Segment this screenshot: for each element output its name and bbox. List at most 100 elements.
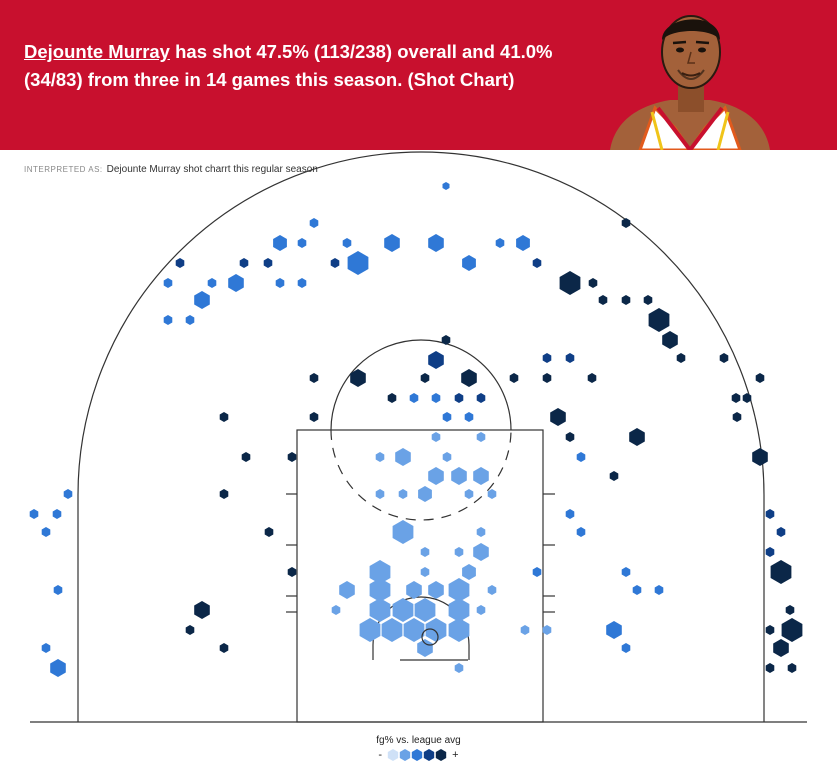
interpreted-label: INTERPRETED AS: [24, 165, 103, 174]
shot-hex [420, 567, 430, 577]
shot-hex [487, 585, 497, 595]
free-throw-circle-bottom [330, 429, 512, 521]
shot-hex [462, 564, 476, 580]
shot-hex [264, 527, 274, 537]
shot-hex [297, 278, 307, 288]
shot-hex [542, 625, 552, 635]
shot-hex [732, 412, 742, 422]
shot-hex [273, 235, 287, 251]
shot-hex [52, 509, 62, 519]
shot-hex [369, 598, 391, 622]
shot-hex [532, 567, 542, 577]
legend-hex [411, 749, 423, 761]
shot-hex [621, 295, 631, 305]
shot-hex [442, 182, 450, 190]
shot-hex [598, 295, 608, 305]
shot-hex [342, 238, 352, 248]
shot-hex [476, 605, 486, 615]
shot-hex [392, 598, 414, 622]
shot-hex [163, 278, 173, 288]
legend-hex-scale [387, 749, 447, 761]
shot-hex [403, 618, 425, 642]
shot-hex [425, 618, 447, 642]
player-avatar [610, 15, 770, 150]
shot-hex [287, 452, 297, 462]
shot-hex [532, 258, 542, 268]
shot-hex [359, 618, 381, 642]
shot-hex [454, 663, 464, 673]
shot-hex [428, 234, 444, 252]
free-throw-circle-top [330, 339, 512, 431]
shot-hex [420, 547, 430, 557]
shot-hex [339, 581, 355, 599]
shot-hex [398, 489, 408, 499]
shot-hex [752, 448, 768, 466]
shot-hex [194, 291, 210, 309]
shot-hex [331, 605, 341, 615]
shot-hex [662, 331, 678, 349]
shot-hex [785, 605, 795, 615]
shot-hex [239, 258, 249, 268]
shot-hex [770, 560, 792, 584]
shot-hex [431, 393, 441, 403]
shot-hex [350, 369, 366, 387]
shot-hex [29, 509, 39, 519]
shot-hex [765, 509, 775, 519]
shot-hex [464, 489, 474, 499]
shot-hex [381, 618, 403, 642]
shot-hex [559, 271, 581, 295]
shot-hex [369, 578, 391, 602]
shot-hex [384, 234, 400, 252]
shot-hex [462, 255, 476, 271]
shot-hex [755, 373, 765, 383]
shot-hex [765, 663, 775, 673]
shot-hex [454, 547, 464, 557]
shot-hex [621, 643, 631, 653]
headline-text: has shot 47.5% (113/238) overall and 41.… [24, 41, 553, 90]
legend-plus: + [452, 749, 459, 761]
shot-hex [442, 412, 452, 422]
legend-hex [399, 749, 411, 761]
shot-hex [392, 520, 414, 544]
shot-hex [63, 489, 73, 499]
shot-hex [219, 643, 229, 653]
shot-hex [53, 585, 63, 595]
shot-hex [542, 353, 552, 363]
shot-hex [542, 373, 552, 383]
shot-hex [587, 373, 597, 383]
shot-hex [731, 393, 741, 403]
shot-hex [163, 315, 173, 325]
shot-hex [516, 235, 530, 251]
shot-hex [263, 258, 273, 268]
shot-hex [606, 621, 622, 639]
player-name-link[interactable]: Dejounte Murray [24, 41, 170, 62]
shot-hex [454, 393, 464, 403]
shot-hex [632, 585, 642, 595]
shot-hex [773, 639, 789, 657]
shot-hex [676, 353, 686, 363]
shot-hex [219, 489, 229, 499]
shot-hex [185, 625, 195, 635]
shot-hex [185, 315, 195, 325]
shot-hex [309, 218, 319, 228]
shot-hex [442, 452, 452, 462]
shot-hex [451, 467, 467, 485]
shot-hex [309, 373, 319, 383]
shot-hex [448, 578, 470, 602]
interpreted-as: INTERPRETED AS: Dejounte Murray shot char… [24, 164, 318, 175]
shot-hex [431, 432, 441, 442]
legend-hex [387, 749, 399, 761]
shot-hex [428, 581, 444, 599]
shot-hex [406, 581, 422, 599]
shot-hex [420, 373, 430, 383]
shot-hex [428, 467, 444, 485]
shot-hex [41, 527, 51, 537]
shot-hex [461, 369, 477, 387]
shot-hex [194, 601, 210, 619]
shot-hex [330, 258, 340, 268]
shot-hex [464, 412, 474, 422]
shot-hex [588, 278, 598, 288]
shot-chart [29, 151, 807, 723]
shot-hex [309, 412, 319, 422]
shot-hex [654, 585, 664, 595]
